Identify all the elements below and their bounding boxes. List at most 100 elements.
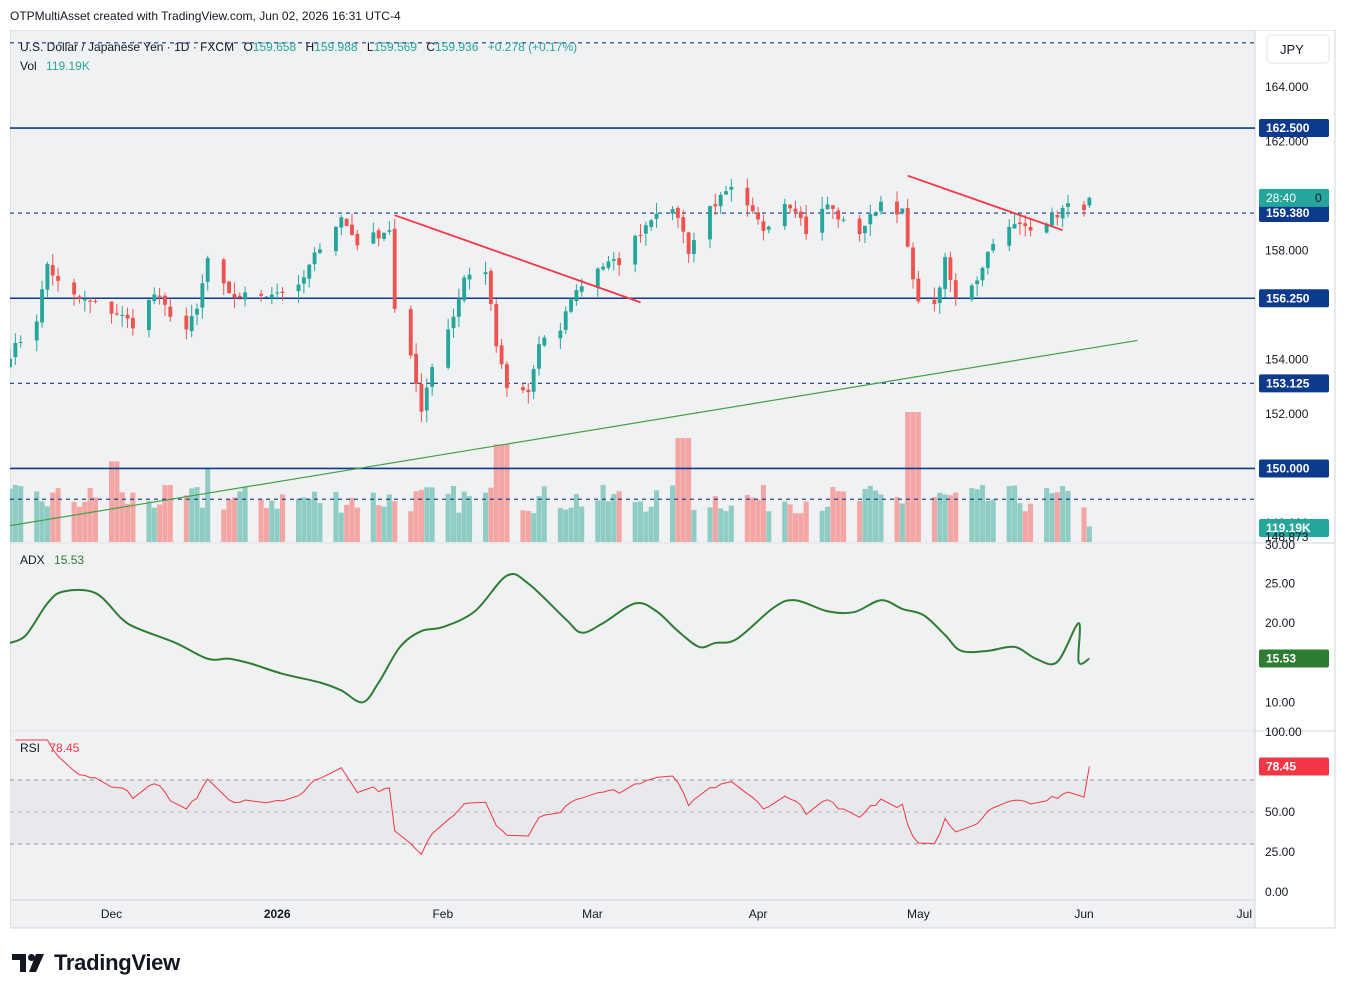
time-tick-label: Jun xyxy=(1074,907,1093,921)
candle-body xyxy=(125,314,130,319)
rsi-band-fill xyxy=(10,780,1255,844)
rsi-tick-label: 50.00 xyxy=(1265,805,1295,819)
candle-body xyxy=(10,358,12,368)
volume-bar xyxy=(312,491,318,542)
rsi-legend[interactable]: RSI 78.45 xyxy=(20,741,80,755)
candle-body xyxy=(788,204,793,209)
volume-bar xyxy=(766,511,772,542)
candle-body xyxy=(542,337,547,346)
level-price-tag-bg xyxy=(1259,459,1329,478)
candle-body xyxy=(408,309,413,356)
candle-body xyxy=(269,294,274,299)
candle-body xyxy=(1082,204,1086,211)
volume-bar xyxy=(146,501,152,542)
volume-bar xyxy=(803,501,809,542)
volume-bar xyxy=(1054,492,1060,542)
candle-body xyxy=(168,306,173,317)
candle-body xyxy=(595,268,600,287)
candle-body xyxy=(109,301,114,314)
volume-bar xyxy=(71,502,77,542)
candle-body xyxy=(729,186,734,190)
time-tick-label: Dec xyxy=(101,907,122,921)
legend-symbol[interactable]: U.S. Dollar / Japanese Yen · 1D · FXCM xyxy=(20,40,234,54)
candle-body xyxy=(879,201,883,212)
green-trendline[interactable] xyxy=(10,339,1138,527)
candle-body xyxy=(873,213,878,216)
candle-body xyxy=(146,299,151,331)
volume-bar xyxy=(242,486,248,542)
candle-body xyxy=(296,284,301,292)
candle-body xyxy=(991,243,996,251)
candle-body xyxy=(189,316,194,332)
red-trendline[interactable] xyxy=(394,214,641,304)
candle-body xyxy=(943,257,948,290)
tradingview-logo-icon xyxy=(12,954,44,972)
tradingview-logo[interactable]: TradingView xyxy=(12,950,180,976)
candle-body xyxy=(686,232,691,254)
adx-pane[interactable] xyxy=(10,544,1255,730)
candle-body xyxy=(424,387,429,411)
volume-bar xyxy=(680,438,686,542)
candle-body xyxy=(382,232,386,239)
main-pane[interactable] xyxy=(10,30,1255,542)
candle-body xyxy=(900,208,905,214)
candle-body xyxy=(601,266,606,270)
rsi-tick-label: 25.00 xyxy=(1265,845,1295,859)
volume-bar xyxy=(157,504,163,542)
price-scale[interactable] xyxy=(1255,30,1335,928)
candle-body xyxy=(430,367,435,387)
candle-body xyxy=(494,304,499,347)
red-trendline[interactable] xyxy=(907,174,1063,232)
volume-bar xyxy=(632,502,638,542)
candle-body xyxy=(932,299,937,304)
volume-bar xyxy=(450,485,457,542)
volume-bar xyxy=(899,503,905,542)
candle-body xyxy=(195,308,199,315)
candle-body xyxy=(499,345,504,365)
currency-button[interactable] xyxy=(1266,34,1330,64)
candle-body xyxy=(574,290,579,302)
candle-body xyxy=(969,285,974,300)
time-axis[interactable] xyxy=(10,900,1255,928)
volume-bar xyxy=(525,510,531,542)
candle-body xyxy=(724,191,728,195)
volume-bar xyxy=(34,491,40,542)
rsi-line[interactable] xyxy=(15,739,1090,856)
volume-bar xyxy=(755,499,761,542)
candle-body xyxy=(654,213,659,219)
candle-body xyxy=(563,311,568,330)
candle-body xyxy=(387,230,392,232)
candle-body xyxy=(344,218,349,227)
price-tick-label: 164.000 xyxy=(1265,80,1309,94)
candle-body xyxy=(301,277,306,284)
adx-legend[interactable]: ADX 15.53 xyxy=(20,553,84,567)
candle-body xyxy=(264,296,269,298)
adx-tick-label: 30.00 xyxy=(1265,538,1295,552)
volume-bar xyxy=(189,488,195,542)
candle-body xyxy=(526,389,531,393)
volume-bar xyxy=(643,511,649,542)
volume-bar xyxy=(873,490,879,542)
adx-tick-label: 25.00 xyxy=(1265,577,1295,591)
legend-vol-label[interactable]: Vol xyxy=(20,59,37,73)
volume-bar xyxy=(349,497,355,542)
legend-vol-value: 119.19K xyxy=(46,59,90,73)
volume-bar xyxy=(408,511,414,542)
volume-bar xyxy=(648,506,654,542)
volume-bar xyxy=(504,444,510,542)
price-tick-label: 158.000 xyxy=(1265,244,1309,258)
candle-body xyxy=(1028,227,1033,231)
candle-body xyxy=(905,208,910,247)
candle-body xyxy=(761,221,766,231)
candle-body xyxy=(339,217,344,228)
candle-body xyxy=(1066,203,1070,207)
chart-canvas[interactable]: 152.000154.000158.000162.000164.000148.0… xyxy=(10,30,1336,930)
adx-line[interactable] xyxy=(10,572,1090,704)
volume-bar xyxy=(819,510,825,542)
candle-body xyxy=(307,264,312,279)
volume-bar xyxy=(119,492,125,542)
candle-body xyxy=(713,204,718,207)
svg-text:Vol 119.19K: Vol 119.19K xyxy=(20,59,90,73)
candle-body xyxy=(392,228,397,309)
candle-body xyxy=(830,205,835,209)
